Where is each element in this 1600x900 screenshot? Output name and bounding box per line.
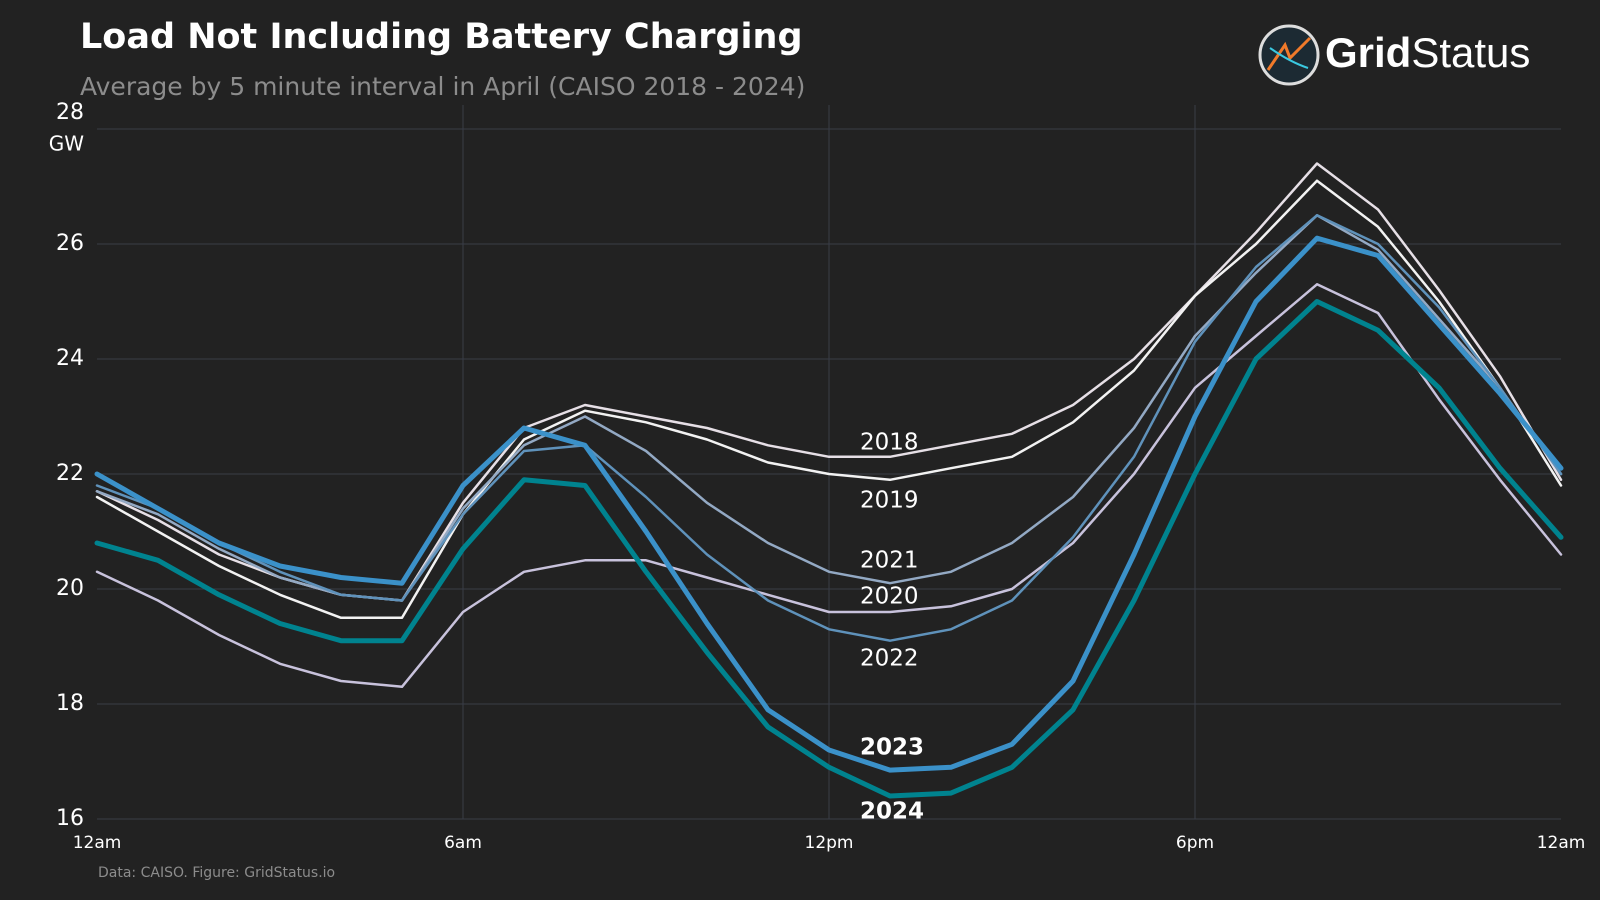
logo-text: GridStatus <box>1325 29 1530 76</box>
y-tick-label: 28 <box>56 100 84 125</box>
series-label: 2020 <box>860 584 919 610</box>
series-line <box>94 299 1564 799</box>
series-label: 2024 <box>860 799 924 825</box>
series-line <box>95 179 1563 620</box>
logo: GridStatus <box>1258 24 1530 86</box>
y-tick-label: 16 <box>56 806 84 831</box>
y-tick-label: 20 <box>56 576 84 601</box>
x-tick-label: 12am <box>1537 833 1586 853</box>
x-tick-label: 12am <box>73 833 122 853</box>
x-tick-label: 12pm <box>805 833 854 853</box>
series-label: 2019 <box>860 488 919 514</box>
y-tick-label: 18 <box>56 691 84 716</box>
logo-bold: Grid <box>1325 29 1411 76</box>
series-line <box>95 283 1563 689</box>
series-label: 2021 <box>860 548 919 574</box>
x-tick-label: 6am <box>444 833 482 853</box>
source-note: Data: CAISO. Figure: GridStatus.io <box>98 865 335 881</box>
logo-arc <box>1269 47 1309 69</box>
series-label: 2018 <box>860 430 919 456</box>
logo-light: Status <box>1411 29 1530 76</box>
series-label: 2022 <box>860 646 919 672</box>
y-axis-unit: GW <box>49 132 84 156</box>
x-tick-label: 6pm <box>1176 833 1214 853</box>
series-line <box>94 235 1564 773</box>
y-tick-label: 24 <box>56 346 84 371</box>
logo-bolt <box>1266 36 1312 71</box>
series-label: 2023 <box>860 735 924 761</box>
chart-title: Load Not Including Battery Charging <box>80 17 803 57</box>
y-tick-label: 22 <box>56 461 84 486</box>
chart-subtitle: Average by 5 minute interval in April (C… <box>80 72 805 101</box>
series-line <box>95 214 1563 642</box>
y-tick-label: 26 <box>56 231 84 256</box>
